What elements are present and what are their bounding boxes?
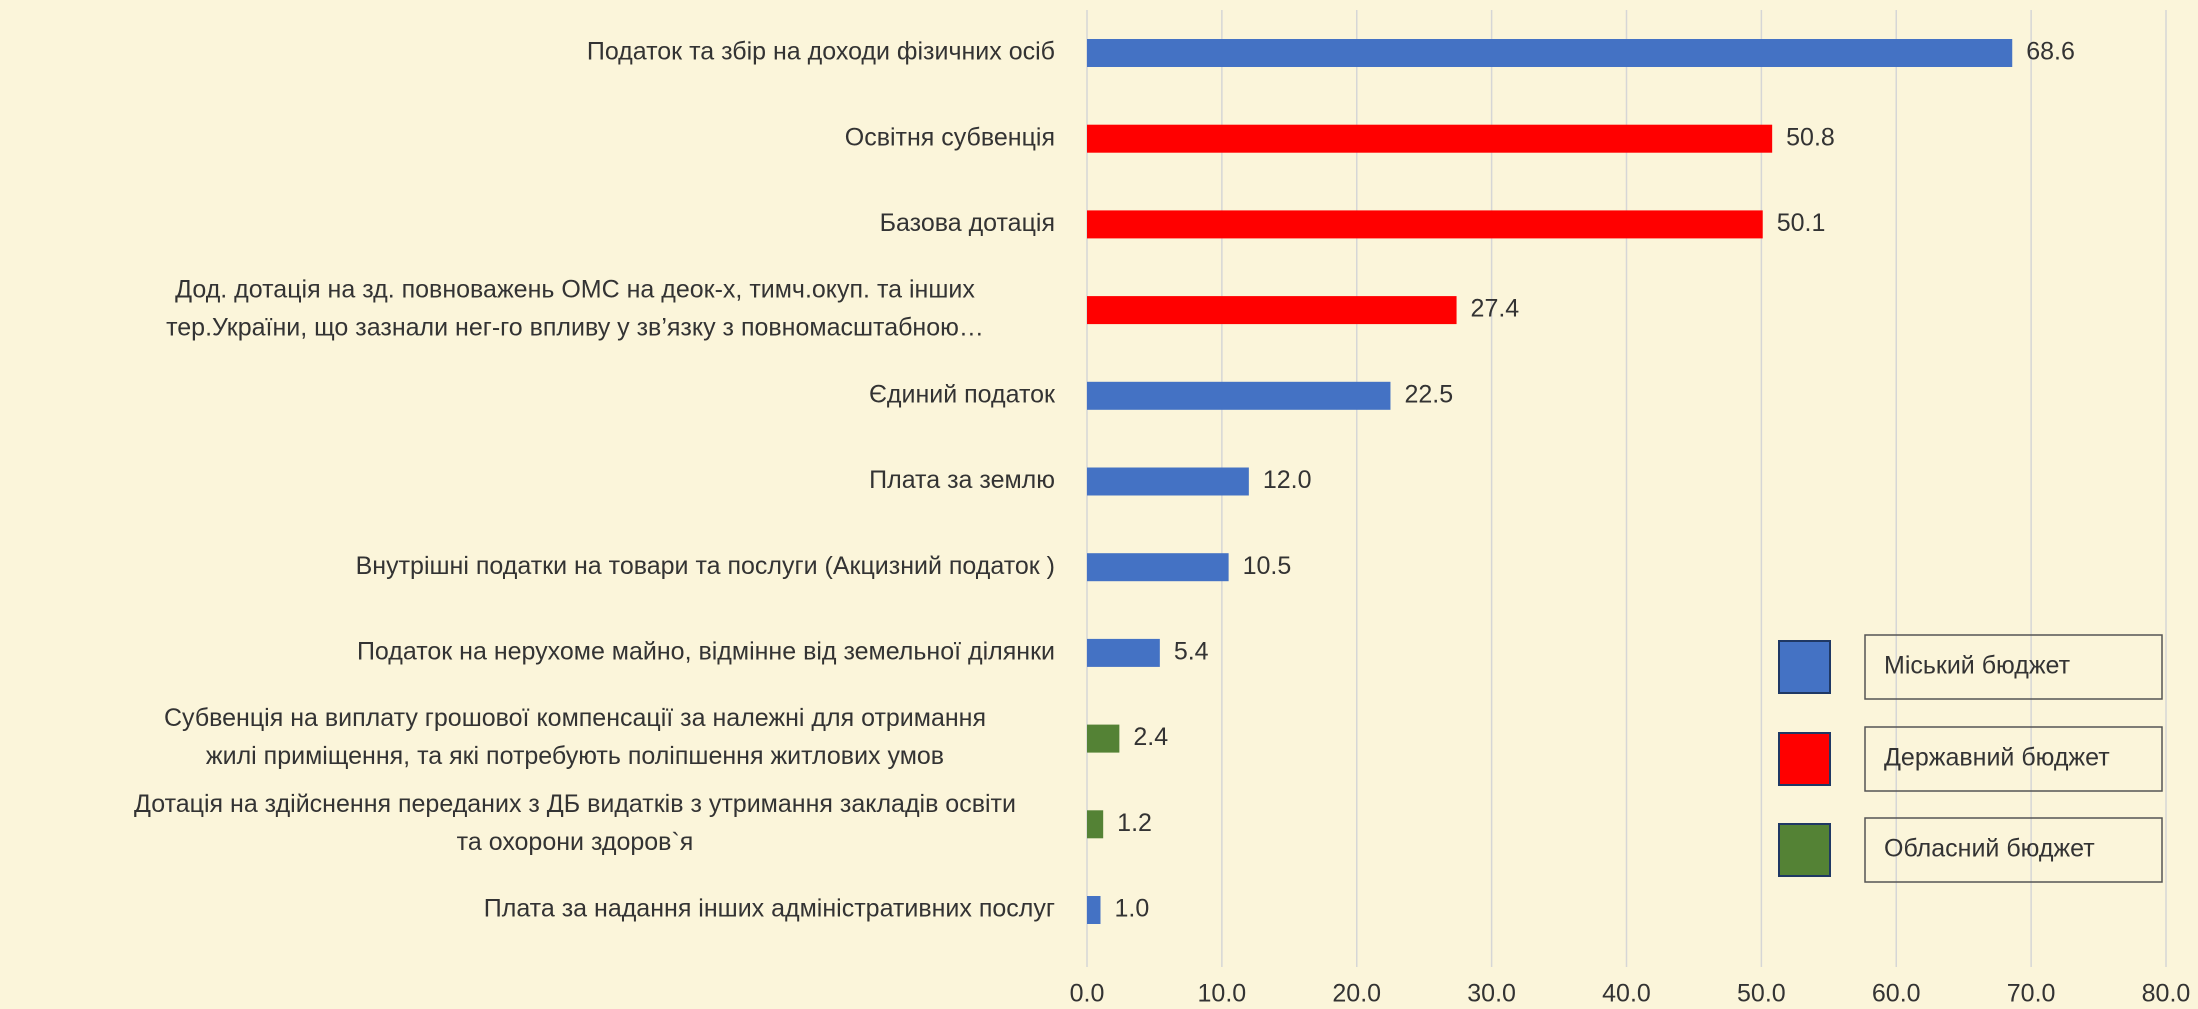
data-label: 27.4: [1471, 295, 1520, 323]
legend-swatch: [1778, 732, 1831, 786]
y-tick-label: тер.України, що зазнали нег-го впливу у …: [166, 314, 984, 342]
x-tick-label: 10.0: [1198, 980, 1247, 1008]
y-tick-label: Податок та збір на доходи фізичних осіб: [587, 38, 1055, 66]
legend-swatch: [1778, 823, 1831, 877]
x-tick-label: 20.0: [1332, 980, 1381, 1008]
legend-box: [1864, 634, 2163, 700]
data-label: 50.1: [1777, 209, 1826, 237]
bar: [1087, 724, 1120, 753]
y-tick-label: Плата за землю: [869, 466, 1055, 494]
legend-label: Міський бюджет: [1884, 652, 2071, 680]
data-label: 68.6: [2026, 38, 2075, 66]
x-tick-label: 70.0: [2007, 980, 2056, 1008]
bar: [1087, 381, 1391, 410]
y-tick-label: Єдиний податок: [869, 380, 1056, 408]
y-tick-label: Базова дотація: [880, 209, 1055, 237]
bar: [1087, 638, 1160, 667]
bar: [1087, 810, 1104, 839]
data-label: 5.4: [1174, 638, 1209, 666]
data-label: 2.4: [1133, 723, 1168, 751]
legend-label: Обласний бюджет: [1884, 835, 2095, 863]
legend-box: [1864, 726, 2163, 792]
y-tick-label: Плата за надання інших адміністративних …: [484, 895, 1055, 923]
x-tick-label: 0.0: [1070, 980, 1105, 1008]
bar: [1087, 39, 2013, 67]
data-label: 22.5: [1404, 380, 1453, 408]
y-tick-label: Освітня субвенція: [845, 123, 1055, 151]
y-tick-label: Дотація на здійснення переданих з ДБ вид…: [134, 790, 1016, 818]
data-label: 1.2: [1117, 809, 1152, 837]
y-tick-label: Податок на нерухоме майно, відмінне від …: [357, 638, 1055, 666]
data-label: 1.0: [1114, 895, 1149, 923]
y-tick-label: Субвенція на виплату грошової компенсаці…: [164, 704, 986, 732]
legend-label: Державний бюджет: [1884, 744, 2110, 772]
legend-swatch: [1778, 640, 1831, 694]
y-tick-label: Дод. дотація на зд. повноважень ОМС на д…: [175, 276, 975, 304]
bar: [1087, 124, 1773, 153]
data-label: 12.0: [1263, 466, 1312, 494]
bar: [1087, 553, 1229, 582]
y-tick-label: Внутрішні податки на товари та послуги (…: [356, 552, 1055, 580]
data-label: 10.5: [1243, 552, 1292, 580]
legend-box: [1864, 817, 2163, 883]
data-label: 50.8: [1786, 123, 1835, 151]
bar: [1087, 896, 1101, 924]
bar: [1087, 210, 1763, 239]
y-tick-label: та охорони здоров`я: [457, 828, 694, 856]
x-tick-label: 30.0: [1467, 980, 1516, 1008]
bar: [1087, 467, 1249, 496]
x-tick-label: 50.0: [1737, 980, 1786, 1008]
x-tick-label: 80.0: [2142, 980, 2191, 1008]
x-tick-label: 40.0: [1602, 980, 1651, 1008]
y-tick-label: жилі приміщення, та які потребують поліп…: [206, 742, 944, 770]
x-tick-label: 60.0: [1872, 980, 1921, 1008]
bar: [1087, 296, 1457, 325]
